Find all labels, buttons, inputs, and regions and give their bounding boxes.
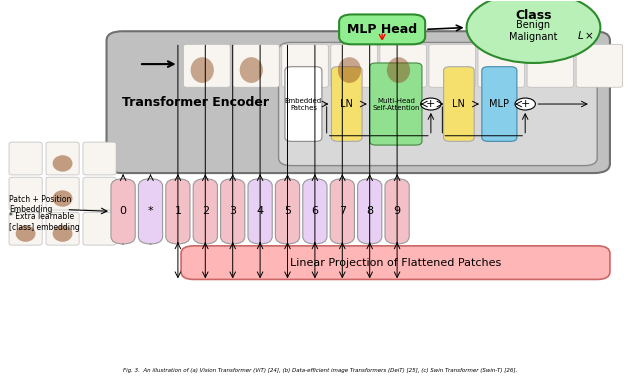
- FancyBboxPatch shape: [330, 179, 355, 244]
- FancyBboxPatch shape: [83, 212, 116, 245]
- FancyBboxPatch shape: [9, 177, 42, 210]
- FancyBboxPatch shape: [83, 142, 116, 175]
- Text: $L\times$: $L\times$: [577, 29, 594, 41]
- Ellipse shape: [467, 0, 600, 63]
- FancyBboxPatch shape: [181, 246, 610, 279]
- Text: 1: 1: [174, 206, 181, 216]
- FancyBboxPatch shape: [106, 31, 610, 173]
- FancyBboxPatch shape: [111, 179, 135, 244]
- FancyBboxPatch shape: [9, 212, 42, 245]
- FancyBboxPatch shape: [282, 44, 328, 87]
- Text: Transformer Encoder: Transformer Encoder: [122, 96, 269, 109]
- Ellipse shape: [52, 225, 72, 242]
- FancyBboxPatch shape: [576, 44, 623, 87]
- FancyBboxPatch shape: [478, 44, 525, 87]
- FancyBboxPatch shape: [358, 179, 382, 244]
- Ellipse shape: [338, 57, 361, 83]
- FancyBboxPatch shape: [9, 142, 42, 175]
- Text: Fig. 3.  An illustration of (a) Vision Transformer (ViT) [24], (b) Data-efficien: Fig. 3. An illustration of (a) Vision Tr…: [123, 368, 517, 373]
- FancyBboxPatch shape: [221, 179, 245, 244]
- Text: Class: Class: [515, 9, 552, 22]
- Text: LN: LN: [452, 99, 465, 109]
- FancyBboxPatch shape: [83, 177, 116, 210]
- Text: Multi-Head
Self-Attention: Multi-Head Self-Attention: [372, 97, 420, 111]
- Text: +: +: [426, 99, 436, 109]
- FancyBboxPatch shape: [527, 44, 573, 87]
- Text: * Extra learnable
[class] embedding: * Extra learnable [class] embedding: [9, 212, 80, 232]
- Text: *: *: [148, 206, 154, 216]
- Text: 0: 0: [120, 206, 127, 216]
- FancyBboxPatch shape: [193, 179, 218, 244]
- FancyBboxPatch shape: [275, 179, 300, 244]
- Text: 3: 3: [229, 206, 236, 216]
- Text: 4: 4: [257, 206, 264, 216]
- FancyBboxPatch shape: [46, 142, 79, 175]
- Text: Malignant: Malignant: [509, 32, 557, 42]
- Ellipse shape: [239, 57, 263, 83]
- FancyBboxPatch shape: [482, 67, 517, 141]
- Circle shape: [515, 98, 536, 110]
- FancyBboxPatch shape: [370, 63, 422, 145]
- FancyBboxPatch shape: [233, 44, 279, 87]
- Text: 5: 5: [284, 206, 291, 216]
- Text: Embedded
Patches: Embedded Patches: [285, 97, 322, 111]
- FancyBboxPatch shape: [46, 177, 79, 210]
- Text: MLP: MLP: [490, 99, 509, 109]
- Text: 2: 2: [202, 206, 209, 216]
- Ellipse shape: [15, 225, 36, 242]
- Text: MLP Head: MLP Head: [347, 23, 417, 36]
- Text: +: +: [520, 99, 530, 109]
- FancyBboxPatch shape: [429, 44, 476, 87]
- FancyBboxPatch shape: [380, 44, 426, 87]
- FancyBboxPatch shape: [444, 67, 474, 141]
- Text: 6: 6: [312, 206, 319, 216]
- FancyBboxPatch shape: [46, 212, 79, 245]
- FancyBboxPatch shape: [138, 179, 163, 244]
- Ellipse shape: [387, 57, 410, 83]
- Circle shape: [420, 98, 441, 110]
- FancyBboxPatch shape: [385, 179, 409, 244]
- Text: Patch + Position
Embedding: Patch + Position Embedding: [9, 195, 72, 214]
- FancyBboxPatch shape: [331, 44, 378, 87]
- FancyBboxPatch shape: [339, 14, 425, 44]
- Text: Linear Projection of Flattened Patches: Linear Projection of Flattened Patches: [290, 258, 501, 268]
- Text: 8: 8: [366, 206, 373, 216]
- Text: Benign: Benign: [516, 20, 550, 30]
- FancyBboxPatch shape: [278, 42, 597, 165]
- Ellipse shape: [52, 155, 72, 172]
- FancyBboxPatch shape: [166, 179, 190, 244]
- Ellipse shape: [52, 190, 72, 207]
- Text: 9: 9: [394, 206, 401, 216]
- FancyBboxPatch shape: [248, 179, 272, 244]
- Text: LN: LN: [340, 99, 353, 109]
- FancyBboxPatch shape: [285, 67, 322, 141]
- Text: 7: 7: [339, 206, 346, 216]
- Ellipse shape: [191, 57, 214, 83]
- FancyBboxPatch shape: [303, 179, 327, 244]
- FancyBboxPatch shape: [332, 67, 362, 141]
- FancyBboxPatch shape: [184, 44, 230, 87]
